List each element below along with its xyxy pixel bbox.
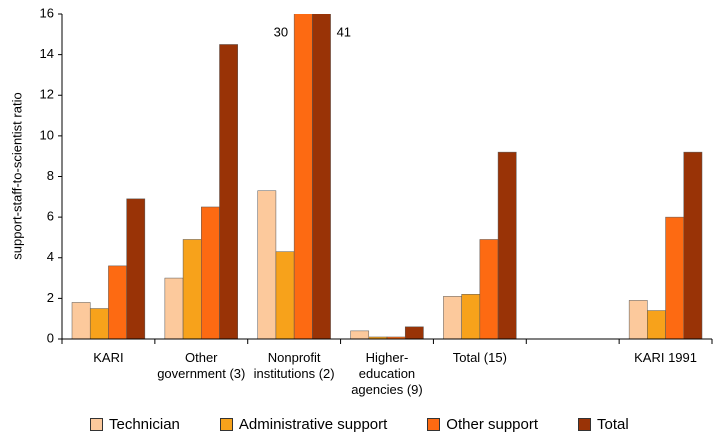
legend-item: Total (578, 416, 629, 433)
legend-swatch (90, 418, 103, 431)
bar (443, 296, 462, 340)
bar (647, 310, 666, 340)
legend: Technician Administrative support Other su… (90, 416, 629, 433)
y-axis-label: support-staff-to-scientist ratio (9, 92, 24, 259)
x-tick-label: Total (15) (452, 350, 507, 365)
data-label: 41 (337, 24, 351, 39)
y-tick-label: 16 (40, 5, 54, 20)
y-tick-label: 10 (40, 127, 54, 142)
bar (628, 300, 648, 340)
bar (293, 14, 313, 340)
legend-item: Administrative support (219, 416, 388, 433)
bar (665, 216, 685, 340)
bar (71, 302, 91, 340)
bar (461, 294, 481, 340)
y-tick-label: 12 (40, 87, 54, 102)
legend-item: Other support (427, 416, 538, 433)
legend-swatch (427, 418, 441, 431)
bar (275, 251, 295, 340)
bar (312, 14, 331, 340)
bar (108, 265, 127, 340)
x-tick-label: Higher-education agencies (9) (351, 350, 423, 397)
bar (350, 330, 370, 340)
data-label: 30 (274, 24, 288, 39)
bar (201, 206, 220, 340)
y-tick-label: 6 (47, 209, 54, 224)
y-tick-label: 4 (47, 249, 54, 264)
x-tick-label: Other government (3) (157, 350, 246, 381)
legend-label: Total (597, 416, 629, 433)
bar (257, 190, 277, 340)
y-tick-label: 0 (47, 330, 54, 345)
bar (479, 239, 499, 340)
y-tick-label: 2 (47, 290, 54, 305)
x-tick-label: KARI (93, 350, 124, 365)
bar (683, 151, 703, 340)
legend-label: Other support (446, 416, 539, 433)
x-tick-label: Nonprofit institutions (2) (253, 350, 335, 381)
bar (164, 277, 184, 340)
bar (219, 44, 238, 340)
legend-label: Technician (109, 416, 180, 433)
bar (497, 151, 517, 340)
legend-swatch (219, 418, 233, 431)
y-tick-label: 14 (40, 46, 54, 61)
bar (89, 308, 109, 340)
bar (126, 198, 146, 340)
x-tick-label: KARI 1991 (634, 350, 697, 365)
bar (182, 239, 202, 340)
y-tick-label: 8 (47, 168, 54, 183)
legend-swatch (578, 418, 592, 431)
bar (404, 326, 424, 340)
legend-item: Technician (90, 416, 180, 433)
legend-label: Administrative support (238, 416, 388, 433)
